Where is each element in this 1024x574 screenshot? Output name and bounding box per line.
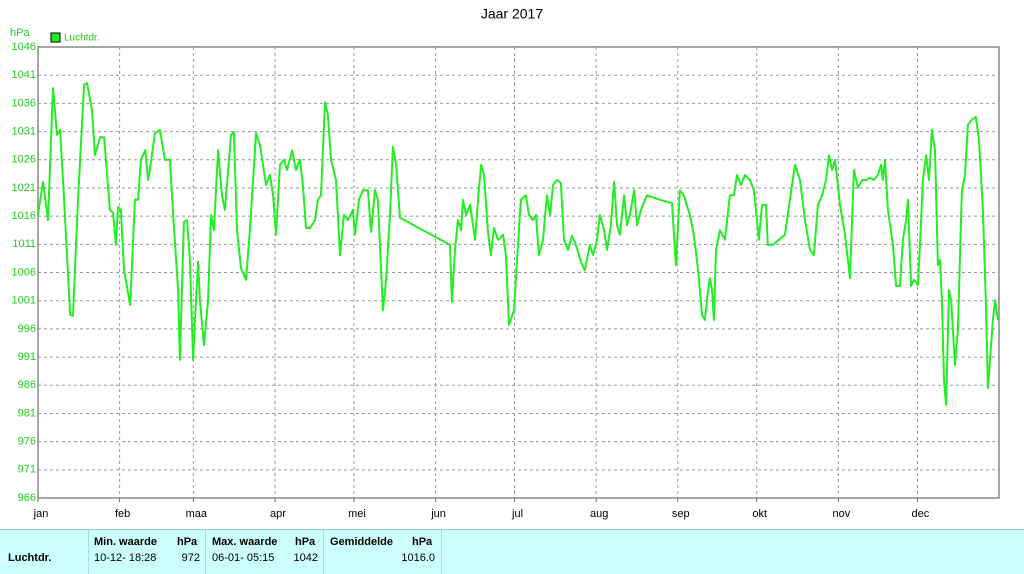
y-tick-label: 1036 — [12, 97, 36, 109]
plot-border — [37, 46, 1000, 499]
chart-title: Jaar 2017 — [481, 6, 543, 22]
min-value: 972 — [181, 552, 200, 564]
y-tick-label: 986 — [18, 379, 36, 391]
y-tick-label: 1046 — [12, 41, 36, 53]
min-time: 10-12- 18:28 — [94, 552, 157, 564]
x-tick-label: maa — [186, 508, 208, 520]
max-value: 1042 — [293, 552, 318, 564]
y-tick-label: 1011 — [12, 238, 36, 250]
y-tick-label: 1001 — [12, 295, 36, 307]
y-tick-label: 1031 — [12, 125, 36, 137]
x-tick-label: aug — [590, 508, 608, 520]
y-tick-label: 1026 — [12, 154, 36, 166]
row-label: Luchtdr. — [8, 552, 52, 564]
x-tick-label: mei — [348, 508, 366, 520]
x-tick-label: dec — [912, 508, 930, 520]
y-tick-label: 1006 — [12, 266, 36, 278]
legend-label: Luchtdr. — [64, 33, 100, 44]
y-tick-label: 981 — [18, 407, 36, 419]
column-divider — [441, 530, 442, 574]
header: Max. waarde — [212, 536, 278, 548]
x-tick-label: jun — [430, 508, 446, 520]
x-tick-label: jul — [511, 508, 523, 520]
x-tick-label: nov — [833, 508, 851, 520]
header: Gemiddelde — [330, 536, 393, 548]
x-tick-label: sep — [672, 508, 690, 520]
y-tick-label: 976 — [18, 436, 36, 448]
column-divider — [323, 530, 324, 574]
stats-table: Min. waarde hPa Max. waarde hPa Gemiddel… — [0, 529, 1024, 574]
y-tick-label: 971 — [18, 464, 36, 476]
y-tick-label: 991 — [18, 351, 36, 363]
legend-swatch — [50, 32, 61, 43]
x-tick-label: okt — [752, 508, 767, 520]
y-tick-label: 1016 — [12, 210, 36, 222]
chart: Jaar 2017 hPa 966 971 976 981 986 991 996 1001 1… — [10, 5, 1000, 520]
column-divider — [205, 530, 206, 574]
x-tick-label: apr — [270, 508, 286, 520]
y-tick-label: 966 — [18, 492, 36, 504]
header-unit: hPa — [295, 536, 316, 548]
data-line — [37, 82, 999, 406]
header: Min. waarde — [94, 536, 157, 548]
x-tick-label: feb — [115, 508, 130, 520]
y-tick-label: 1021 — [12, 182, 36, 194]
x-tick-label: jan — [33, 508, 49, 520]
column-divider — [88, 530, 89, 574]
y-tick-label: 1041 — [12, 69, 36, 81]
mean-value: 1016.0 — [401, 552, 435, 564]
header-unit: hPa — [177, 536, 198, 548]
max-time: 06-01- 05:15 — [212, 552, 275, 564]
header-unit: hPa — [412, 536, 433, 548]
y-tick-label: 996 — [18, 323, 36, 335]
y-axis-label: hPa — [10, 27, 30, 39]
